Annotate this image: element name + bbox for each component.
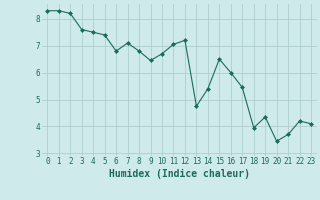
- X-axis label: Humidex (Indice chaleur): Humidex (Indice chaleur): [109, 169, 250, 179]
